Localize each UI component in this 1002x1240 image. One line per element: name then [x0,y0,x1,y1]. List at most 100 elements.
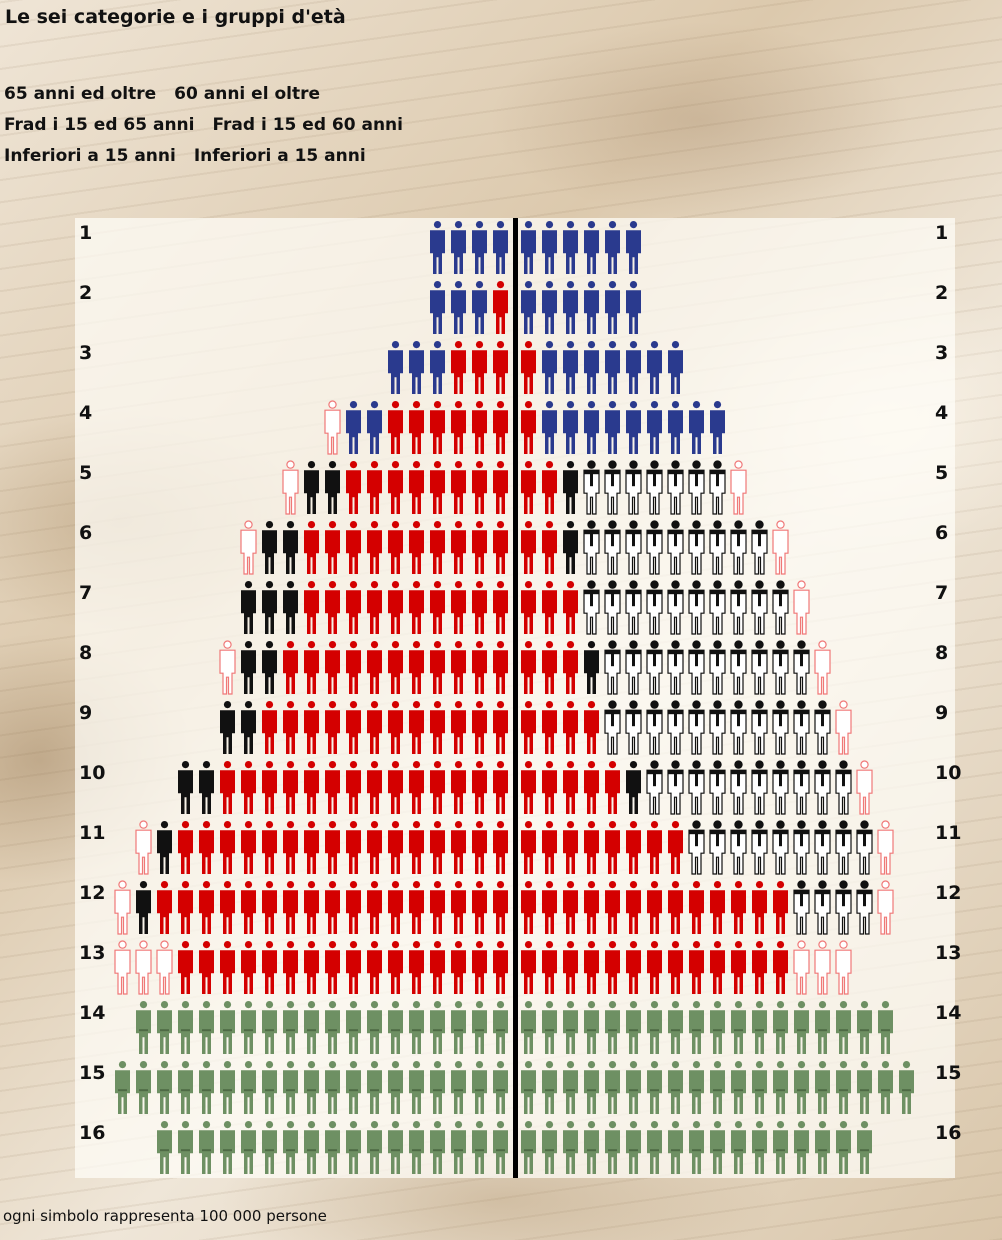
left-figure-outline [219,640,236,695]
left-figure-red [346,701,361,754]
right-figure-red [521,701,536,754]
row-label-right: 6 [935,522,948,544]
row-label-right: 15 [935,1062,961,1084]
right-figure-white_dark [625,640,642,695]
left-figure-green [493,1061,508,1114]
right-figure-green [689,1121,704,1174]
right-figure-white_dark [688,700,705,755]
left-figure-green [367,1061,382,1114]
left-figure-red [388,881,403,934]
right-figure-white_dark [856,820,873,875]
left-figure-red [262,881,277,934]
right-figure-green [878,1061,893,1114]
right-figure-green [773,1061,788,1114]
right-figure-blue [689,401,704,454]
row-label-left: 13 [79,942,105,964]
right-figure-white_dark [772,700,789,755]
row-label-right: 3 [935,342,948,364]
right-figure-green [773,1121,788,1174]
left-figure-red [304,821,319,874]
right-figure-white_dark [751,520,768,575]
right-figure-green [626,1121,641,1174]
right-figure-outline [877,880,894,935]
right-figure-blue [626,341,641,394]
left-figure-green [346,1121,361,1174]
chart-title: Le sei categorie e i gruppi d'età [5,6,346,28]
left-figure-red [409,881,424,934]
right-figure-red [668,941,683,994]
right-figure-red [563,761,578,814]
left-figure-red [472,401,487,454]
right-figure-red [542,881,557,934]
left-figure-red [304,941,319,994]
right-figure-blue [542,341,557,394]
right-figure-black [626,761,641,814]
legend-item: 65 anni ed oltre [4,84,157,104]
left-figure-red [199,821,214,874]
right-figure-green [668,1061,683,1114]
right-figure-white_dark [625,700,642,755]
left-figure-green [451,1061,466,1114]
pyramid-row [135,820,894,875]
right-figure-outline [730,460,747,515]
left-figure-blue [346,401,361,454]
right-figure-red [605,821,620,874]
left-figure-red [388,761,403,814]
right-figure-white_dark [667,700,684,755]
right-figure-white_dark [709,460,726,515]
left-figure-red [262,821,277,874]
right-figure-blue [605,281,620,334]
left-figure-red [346,521,361,574]
right-figure-blue [521,281,536,334]
right-figure-blue [563,341,578,394]
row-label-left: 3 [79,342,92,364]
right-figure-red [626,881,641,934]
right-figure-blue [605,221,620,274]
left-figure-red [430,401,445,454]
left-figure-red [409,941,424,994]
row-label-right: 12 [935,882,961,904]
left-figure-red [451,701,466,754]
right-figure-green [521,1001,536,1054]
right-figure-red [647,821,662,874]
left-figure-black [262,641,277,694]
left-figure-red [325,821,340,874]
left-figure-blue [388,341,403,394]
right-figure-blue [584,281,599,334]
pyramid-row [114,940,852,995]
right-figure-white_dark [751,700,768,755]
left-figure-red [283,641,298,694]
pyramid-row [430,221,641,274]
left-figure-outline [135,820,152,875]
left-figure-outline [156,940,173,995]
left-figure-red [178,821,193,874]
right-figure-white_dark [646,460,663,515]
left-figure-green [346,1061,361,1114]
left-figure-green [178,1121,193,1174]
left-figure-red [283,701,298,754]
row-label-left: 10 [79,762,105,784]
right-figure-blue [584,221,599,274]
right-figure-blue [668,341,683,394]
right-figure-white_dark [604,460,621,515]
right-figure-red [521,461,536,514]
right-figure-green [584,1061,599,1114]
right-figure-green [710,1121,725,1174]
left-figure-red [493,281,508,334]
legend-line-2: Frad i 15 ed 65 anni Frad i 15 ed 60 anni [4,115,421,135]
right-figure-white_dark [835,820,852,875]
left-figure-red [493,701,508,754]
right-figure-white_dark [709,700,726,755]
left-figure-red [367,881,382,934]
left-figure-green [157,1061,172,1114]
left-figure-blue [367,401,382,454]
right-figure-green [815,1121,830,1174]
right-figure-red [521,761,536,814]
right-figure-green [878,1001,893,1054]
left-figure-green [325,1061,340,1114]
right-figure-white_dark [730,520,747,575]
right-figure-white_dark [751,760,768,815]
pyramid-row [219,640,831,695]
right-figure-green [647,1001,662,1054]
right-figure-red [731,881,746,934]
